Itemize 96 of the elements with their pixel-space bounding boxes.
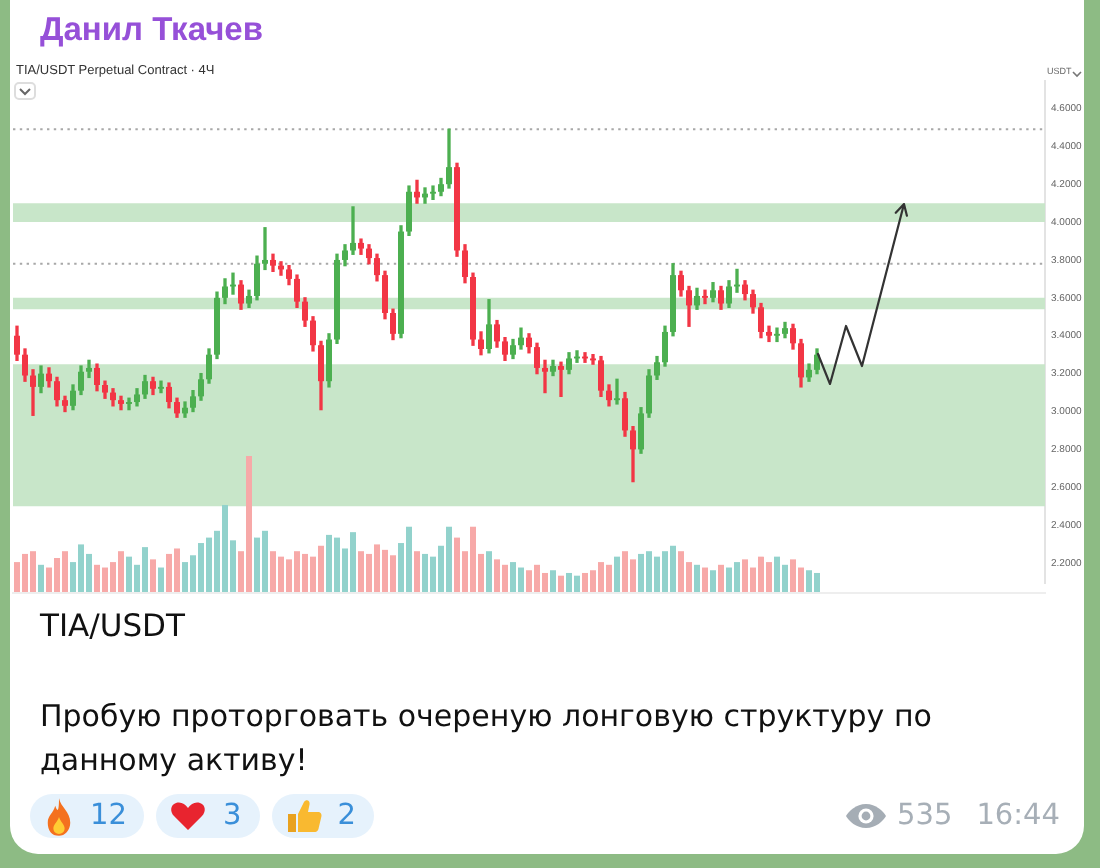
bar — [694, 564, 700, 592]
bar — [542, 572, 548, 592]
bar — [702, 567, 708, 592]
bar — [22, 553, 28, 592]
bar — [54, 558, 60, 592]
bar — [422, 553, 428, 592]
bar — [446, 526, 452, 592]
bar — [358, 551, 364, 592]
bar — [14, 562, 20, 592]
bar — [614, 556, 620, 592]
bar — [646, 551, 652, 592]
bar — [790, 559, 796, 592]
text: 16:44 — [976, 800, 1060, 832]
bar — [806, 570, 812, 592]
bar — [270, 551, 276, 592]
bar — [374, 544, 380, 592]
bar — [758, 556, 764, 592]
bar — [526, 570, 532, 592]
bar — [798, 567, 804, 592]
bar — [38, 564, 44, 592]
bar — [326, 534, 332, 592]
bar — [246, 456, 252, 592]
candlestick — [774, 327, 780, 343]
bar — [654, 556, 660, 592]
bar — [630, 559, 636, 592]
bar — [710, 570, 716, 592]
candlestick — [558, 361, 564, 398]
bar — [182, 562, 188, 592]
bar — [518, 567, 524, 592]
candlestick — [702, 289, 708, 305]
bar — [382, 549, 388, 592]
bar — [558, 575, 564, 592]
bar — [126, 556, 132, 592]
bar — [406, 526, 412, 592]
bar — [574, 575, 580, 592]
bar — [262, 530, 268, 592]
bar — [510, 562, 516, 592]
bar — [206, 537, 212, 592]
bar — [638, 553, 644, 592]
text: 3 — [222, 800, 242, 832]
bar — [334, 537, 340, 592]
bar — [670, 545, 676, 592]
bar — [294, 551, 300, 592]
bar — [566, 572, 572, 592]
bar — [550, 570, 556, 592]
bar — [142, 547, 148, 592]
bar — [166, 553, 172, 592]
bar — [198, 543, 204, 592]
bar — [662, 551, 668, 592]
text: TIA/USDT — [40, 608, 185, 644]
bar — [622, 551, 628, 592]
text: Пробую проторговать очереную лонговую структуру по данному активу! — [40, 696, 934, 782]
bar — [782, 564, 788, 592]
text: Данил Ткачев — [40, 12, 263, 50]
bar — [414, 551, 420, 592]
bar — [718, 564, 724, 592]
bar — [286, 559, 292, 592]
text: 12 — [90, 800, 127, 832]
bar — [454, 537, 460, 592]
bar — [390, 555, 396, 592]
bar — [350, 532, 356, 592]
bar — [62, 551, 68, 592]
bar — [502, 564, 508, 592]
bar — [318, 545, 324, 592]
bar — [94, 564, 100, 592]
bar — [278, 556, 284, 592]
bar — [158, 567, 164, 592]
bar — [534, 564, 540, 592]
candlestick — [614, 378, 620, 405]
bar — [606, 564, 612, 592]
bar — [118, 551, 124, 592]
bar — [222, 504, 228, 592]
bar — [302, 553, 308, 592]
bar — [486, 551, 492, 592]
bar — [726, 567, 732, 592]
bar — [470, 526, 476, 592]
bar — [766, 562, 772, 592]
text: 2 — [337, 800, 356, 832]
bar — [254, 537, 260, 592]
bar — [742, 559, 748, 592]
bar — [582, 572, 588, 592]
bar — [102, 567, 108, 592]
bar — [598, 562, 604, 592]
bar — [590, 570, 596, 592]
bar — [174, 548, 180, 592]
bar — [78, 544, 84, 592]
bar — [774, 556, 780, 592]
candlestick — [158, 380, 164, 394]
bar — [150, 559, 156, 592]
bar — [814, 572, 820, 592]
candlestick — [430, 185, 436, 200]
bar — [30, 551, 36, 592]
bar — [494, 559, 500, 592]
text: 535 — [897, 800, 953, 832]
bar — [734, 562, 740, 592]
bar — [678, 551, 684, 592]
